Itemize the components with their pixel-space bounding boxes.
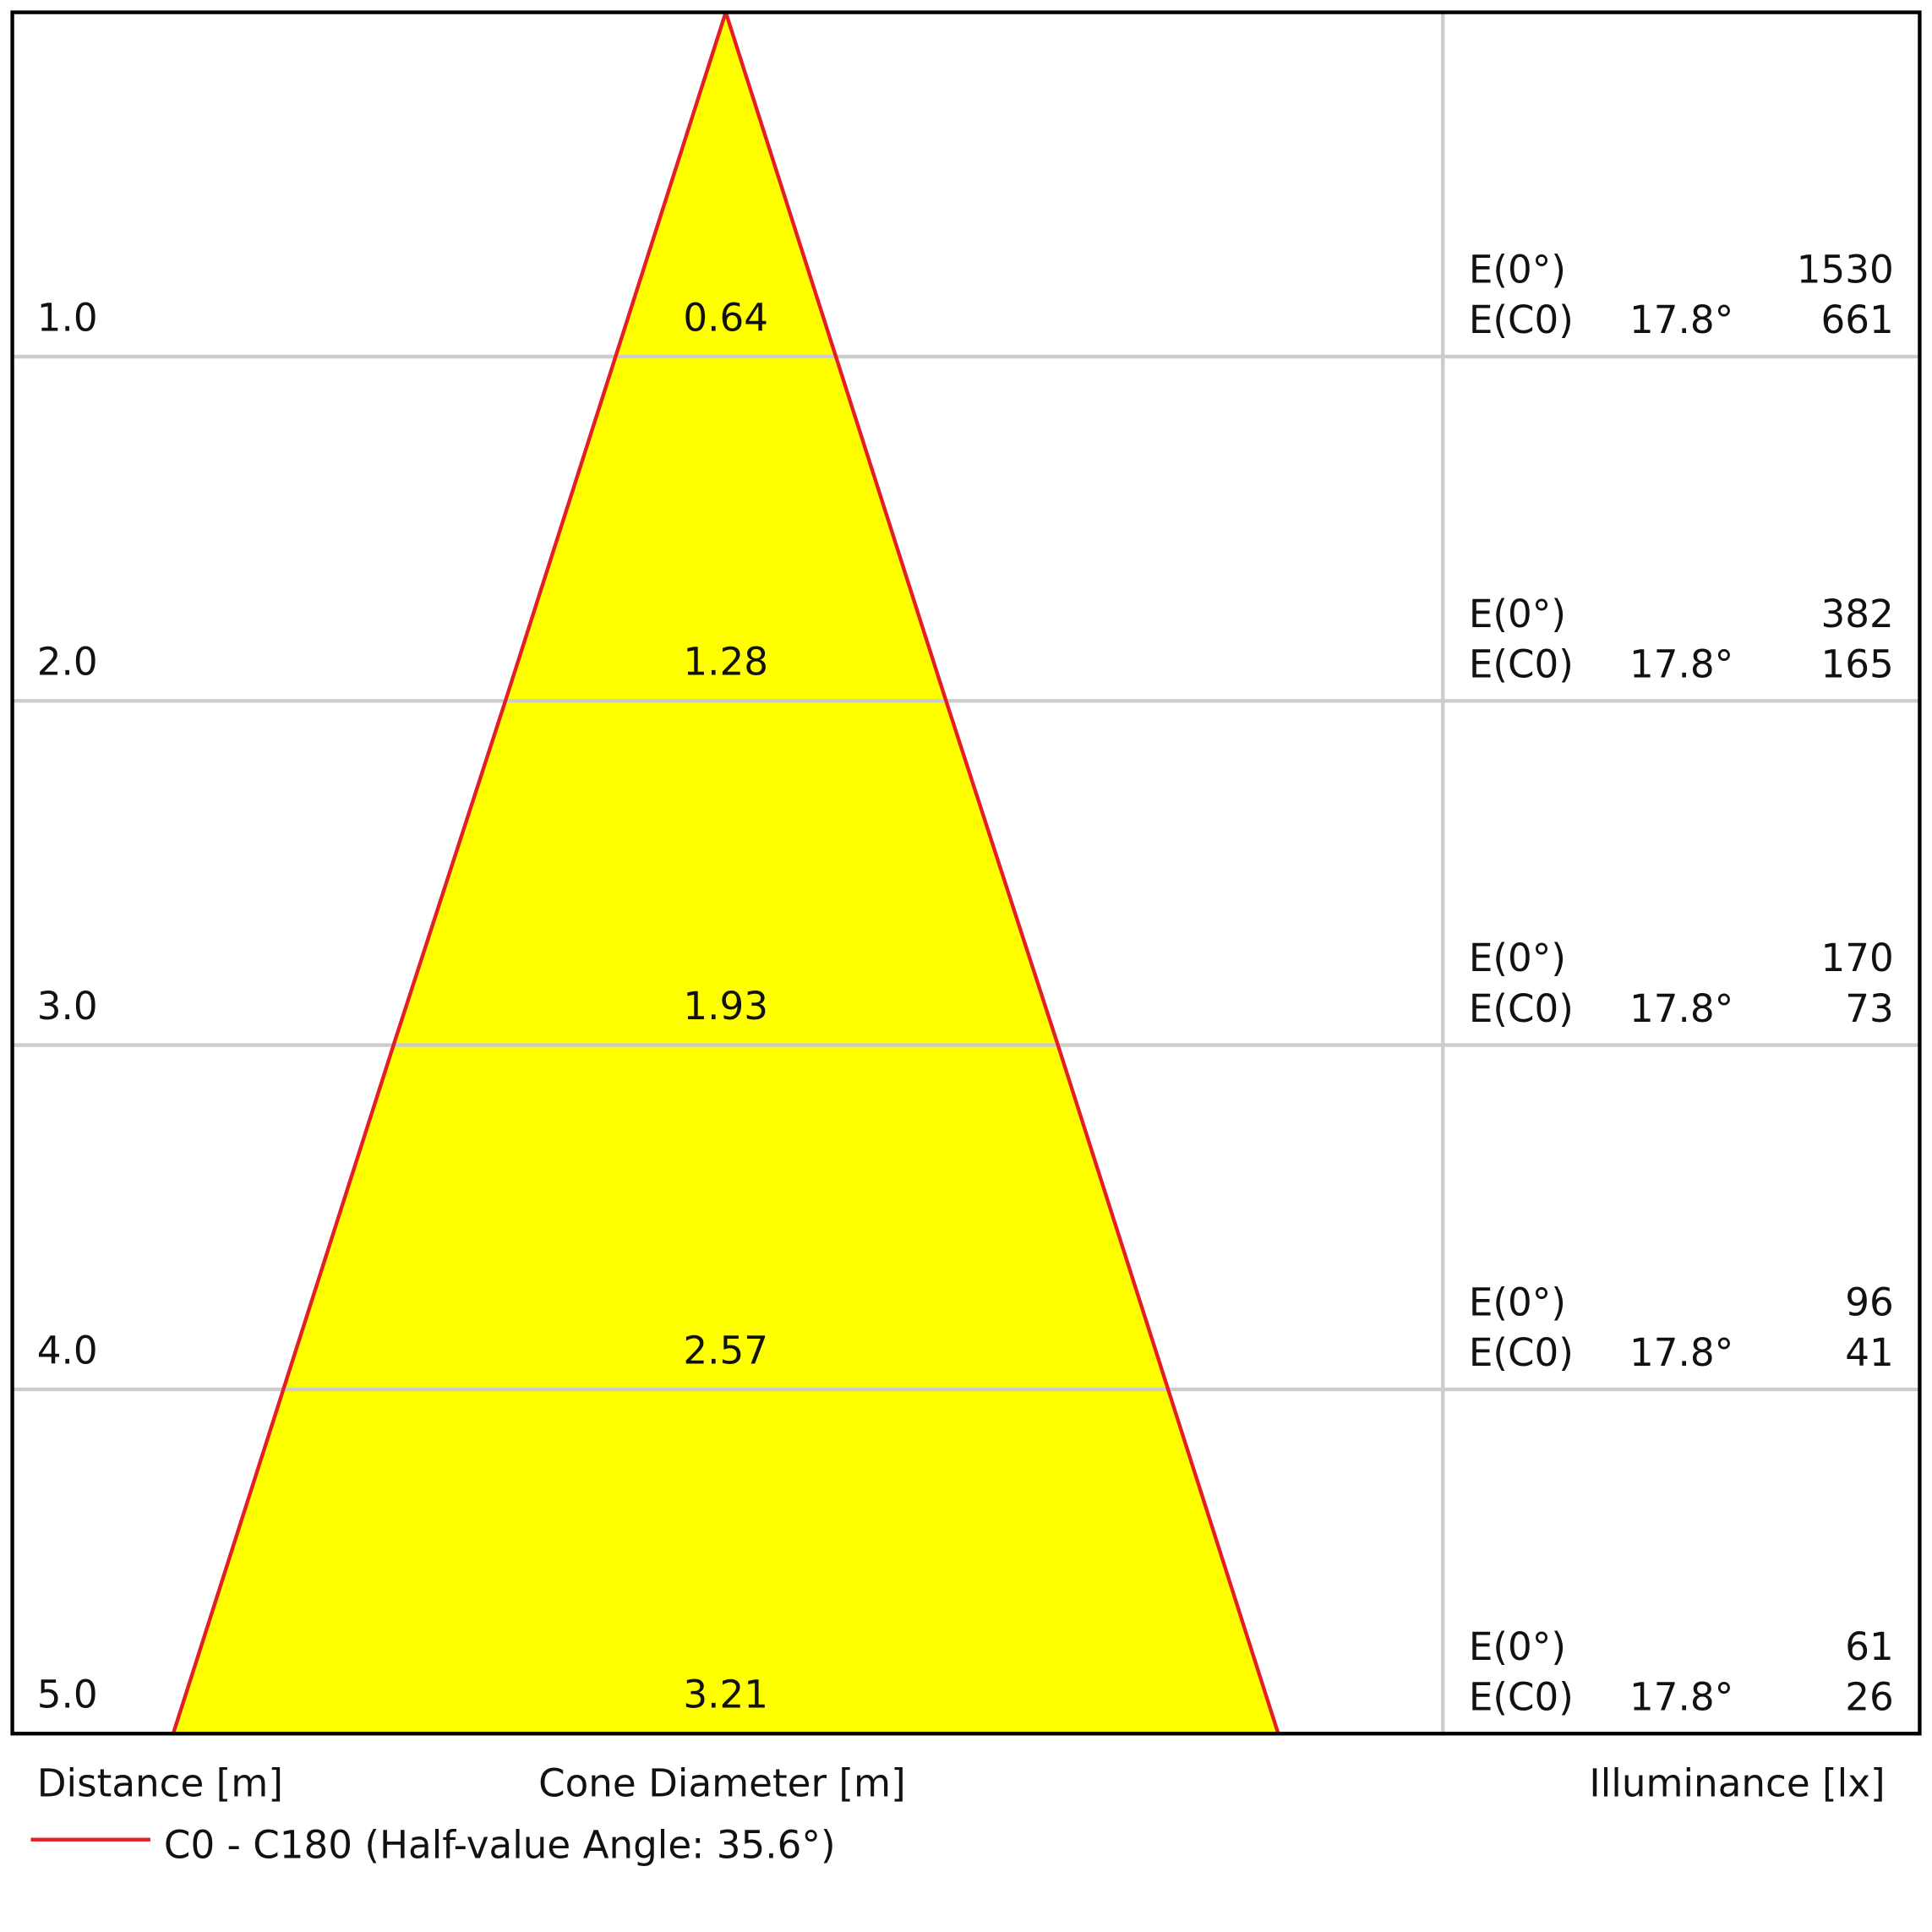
- distance-tick-label: 4.0: [37, 1328, 98, 1373]
- cone-band: [505, 356, 947, 701]
- cone-band: [172, 1389, 1279, 1734]
- ec0-label: E(C0): [1469, 986, 1574, 1031]
- diameter-value: 0.64: [683, 295, 768, 340]
- ec0-value: 26: [1845, 1675, 1894, 1720]
- illuminance-label: Illuminance [lx]: [1589, 1761, 1885, 1806]
- diameter-value: 3.21: [683, 1673, 768, 1717]
- cone-band: [283, 1045, 1169, 1389]
- cone-edge-right: [723, 11, 1280, 1734]
- ec0-value: 165: [1821, 642, 1894, 687]
- ec0-value: 73: [1845, 986, 1894, 1031]
- e0-value: 170: [1821, 936, 1894, 980]
- e0-label: E(0°): [1469, 1280, 1566, 1324]
- e0-value: 1530: [1797, 247, 1894, 292]
- diameter-label: Cone Diameter [m]: [538, 1761, 906, 1806]
- e0-label: E(0°): [1469, 592, 1566, 636]
- ec0-value: 661: [1821, 297, 1894, 342]
- angle-value: 17.8°: [1629, 1675, 1733, 1720]
- cone-band: [393, 701, 1058, 1045]
- frame: [10, 10, 1922, 1736]
- diameter-value: 1.28: [683, 640, 768, 685]
- ec0-label: E(C0): [1469, 297, 1574, 342]
- diameter-value: 1.93: [683, 984, 768, 1029]
- distance-tick-label: 1.0: [37, 295, 98, 340]
- e0-value: 96: [1845, 1280, 1894, 1324]
- cone-edge-left: [171, 11, 728, 1734]
- angle-value: 17.8°: [1629, 642, 1733, 687]
- e0-value: 382: [1821, 592, 1894, 636]
- legend-label: C0 - C180 (Half-value Angle: 35.6°): [164, 1823, 836, 1868]
- e0-label: E(0°): [1469, 247, 1566, 292]
- angle-value: 17.8°: [1629, 1330, 1733, 1375]
- diameter-value: 2.57: [683, 1328, 768, 1373]
- ec0-label: E(C0): [1469, 1330, 1574, 1375]
- e0-label: E(0°): [1469, 936, 1566, 980]
- ec0-label: E(C0): [1469, 642, 1574, 687]
- angle-value: 17.8°: [1629, 986, 1733, 1031]
- e0-value: 61: [1845, 1624, 1894, 1669]
- e0-label: E(0°): [1469, 1624, 1566, 1669]
- distance-tick-label: 5.0: [37, 1673, 98, 1717]
- cone-band: [615, 12, 837, 357]
- distance-label: Distance [m]: [37, 1761, 283, 1806]
- ec0-label: E(C0): [1469, 1675, 1574, 1720]
- ec0-value: 41: [1845, 1330, 1894, 1375]
- angle-value: 17.8°: [1629, 297, 1733, 342]
- distance-tick-label: 2.0: [37, 640, 98, 685]
- distance-tick-label: 3.0: [37, 984, 98, 1029]
